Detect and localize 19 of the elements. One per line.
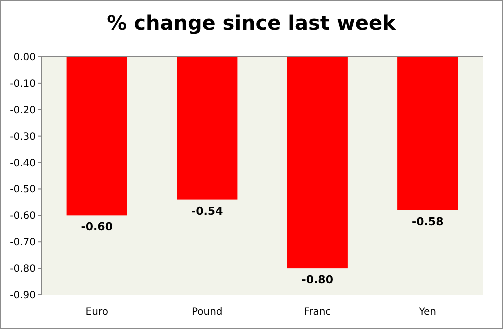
y-tick-label: -0.50 xyxy=(10,184,36,196)
x-tick-label: Pound xyxy=(192,307,223,318)
y-tick-label: -0.30 xyxy=(10,132,36,143)
data-label: -0.80 xyxy=(302,274,334,287)
y-tick-label: -0.90 xyxy=(10,290,36,302)
data-label: -0.60 xyxy=(81,220,114,234)
y-tick-label: -0.60 xyxy=(10,211,36,222)
y-tick-label: 0.00 xyxy=(14,52,36,64)
y-tick-label: -0.40 xyxy=(10,158,36,170)
x-tick-label: Franc xyxy=(304,307,332,318)
y-tick-label: -0.10 xyxy=(10,78,36,90)
y-tick-label: -0.20 xyxy=(10,105,36,116)
x-tick-label: Euro xyxy=(86,307,108,318)
data-label: -0.58 xyxy=(412,215,444,228)
y-tick-label: -0.70 xyxy=(10,238,36,249)
x-tick-label: Yen xyxy=(418,307,437,318)
chart-title: % change since last week xyxy=(107,11,397,35)
y-tick-label: -0.80 xyxy=(10,264,36,276)
data-label: -0.54 xyxy=(192,204,224,218)
